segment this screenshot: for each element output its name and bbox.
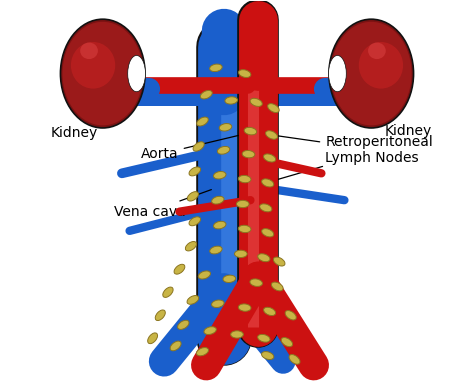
- Ellipse shape: [163, 287, 173, 297]
- Ellipse shape: [328, 55, 346, 92]
- Ellipse shape: [368, 42, 386, 59]
- Ellipse shape: [331, 22, 411, 126]
- Ellipse shape: [250, 98, 262, 106]
- Ellipse shape: [264, 307, 276, 316]
- Ellipse shape: [61, 19, 145, 128]
- Ellipse shape: [235, 250, 247, 258]
- Ellipse shape: [187, 296, 199, 304]
- Ellipse shape: [71, 42, 115, 89]
- Ellipse shape: [237, 200, 249, 208]
- Text: Kidney: Kidney: [51, 109, 123, 140]
- Ellipse shape: [238, 225, 251, 233]
- Ellipse shape: [262, 179, 274, 187]
- Ellipse shape: [178, 320, 189, 330]
- Ellipse shape: [238, 176, 251, 183]
- Ellipse shape: [197, 117, 208, 126]
- Text: Aorta: Aorta: [141, 134, 246, 161]
- Ellipse shape: [359, 42, 403, 89]
- Ellipse shape: [218, 146, 230, 154]
- Text: Retroperitoneal
Lymph Nodes: Retroperitoneal Lymph Nodes: [274, 135, 433, 166]
- Ellipse shape: [211, 196, 224, 204]
- Ellipse shape: [204, 327, 216, 335]
- Ellipse shape: [210, 64, 222, 72]
- Ellipse shape: [272, 282, 283, 291]
- Ellipse shape: [174, 264, 185, 274]
- Ellipse shape: [213, 221, 226, 229]
- Ellipse shape: [250, 279, 263, 286]
- Ellipse shape: [265, 131, 277, 139]
- Ellipse shape: [281, 338, 292, 346]
- Ellipse shape: [189, 167, 201, 176]
- Ellipse shape: [196, 348, 209, 356]
- Ellipse shape: [80, 42, 98, 59]
- Ellipse shape: [223, 275, 236, 283]
- Ellipse shape: [63, 22, 143, 126]
- Ellipse shape: [198, 271, 210, 279]
- Ellipse shape: [289, 355, 300, 364]
- Ellipse shape: [238, 304, 251, 311]
- Ellipse shape: [244, 127, 257, 135]
- Ellipse shape: [329, 19, 413, 128]
- Ellipse shape: [193, 142, 204, 151]
- Ellipse shape: [128, 55, 146, 92]
- Ellipse shape: [148, 333, 157, 344]
- Ellipse shape: [210, 246, 222, 254]
- Ellipse shape: [258, 335, 270, 342]
- Ellipse shape: [258, 254, 270, 262]
- Ellipse shape: [285, 311, 296, 320]
- Ellipse shape: [201, 90, 212, 99]
- Ellipse shape: [187, 192, 199, 201]
- Ellipse shape: [185, 241, 197, 251]
- Ellipse shape: [273, 257, 285, 266]
- Ellipse shape: [262, 229, 273, 237]
- Ellipse shape: [260, 204, 272, 212]
- Ellipse shape: [189, 217, 201, 226]
- Ellipse shape: [262, 352, 274, 360]
- Ellipse shape: [264, 154, 276, 162]
- Ellipse shape: [155, 310, 165, 321]
- Ellipse shape: [242, 151, 255, 158]
- Ellipse shape: [219, 124, 232, 131]
- Ellipse shape: [213, 171, 226, 179]
- Ellipse shape: [238, 70, 251, 77]
- Ellipse shape: [231, 331, 243, 338]
- Ellipse shape: [170, 341, 181, 351]
- Text: Vena cava: Vena cava: [114, 189, 211, 219]
- Ellipse shape: [268, 104, 279, 112]
- Ellipse shape: [225, 97, 237, 104]
- Ellipse shape: [211, 300, 224, 308]
- Text: Kidney: Kidney: [347, 109, 432, 138]
